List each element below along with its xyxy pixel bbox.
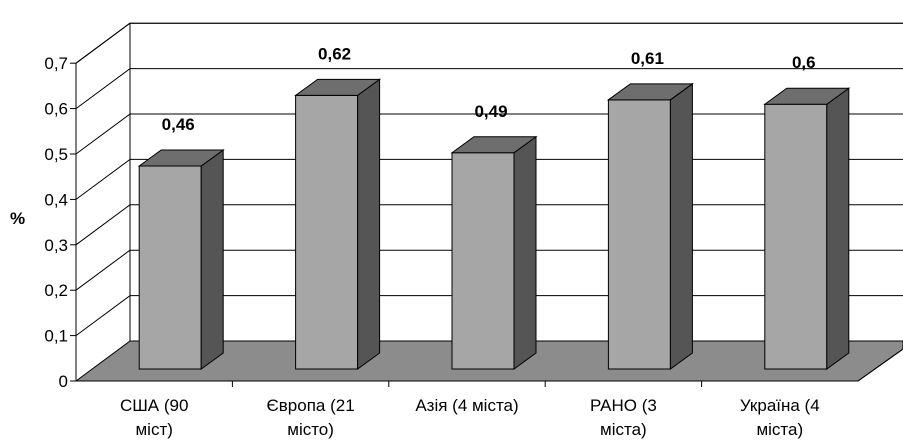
data-label: 0,46 — [162, 115, 195, 134]
x-tick-label: Азія (4 міста) — [415, 396, 518, 415]
y-tick-label: 0,2 — [44, 281, 68, 300]
gridline-side — [75, 68, 131, 110]
bar-front — [764, 103, 828, 370]
y-tick-label: 0,3 — [44, 236, 68, 255]
data-label: 0,61 — [631, 49, 664, 68]
bar-side — [200, 149, 224, 370]
x-tick-label: Україна (4 — [740, 396, 820, 415]
x-tick-label: Європа (21 — [267, 396, 355, 415]
bar-side — [357, 78, 381, 370]
y-tick-label: 0,6 — [44, 100, 68, 119]
labels: 0 0,1 0,2 0,3 0,4 0,5 0,6 0,7% 0,46 США (90 міст) 0… — [10, 44, 820, 439]
data-label: 0,62 — [318, 44, 351, 63]
x-tick-label: РАНО (3 — [590, 396, 657, 415]
y-axis-label: % — [10, 209, 25, 228]
bar-top — [450, 136, 538, 154]
x-tick-label: міст) — [135, 420, 172, 439]
bar-top — [763, 87, 851, 105]
bar-top — [606, 83, 694, 101]
bar — [137, 149, 225, 370]
bar-front — [451, 152, 515, 370]
bars — [137, 78, 851, 370]
y-tick-label: 0,7 — [44, 54, 68, 73]
y-tick-label: 0,4 — [44, 190, 68, 209]
bar — [763, 87, 851, 370]
bar-side — [669, 82, 693, 370]
y-tick-label: 0,1 — [44, 327, 68, 346]
bar — [606, 82, 694, 370]
bar-side — [826, 87, 850, 370]
gridline-side — [75, 295, 131, 337]
data-label: 0,6 — [792, 53, 816, 72]
gridline-side — [75, 204, 131, 246]
y-tick-label: 0,5 — [44, 145, 68, 164]
x-tick-label: міста) — [756, 420, 803, 439]
floor-right-edge — [857, 348, 903, 382]
gridline-side — [75, 249, 131, 291]
y-tick-label: 0 — [59, 372, 68, 391]
bar-top — [137, 149, 225, 167]
gridline-side — [75, 158, 131, 200]
bar-side — [513, 135, 537, 370]
bar-front — [607, 99, 671, 370]
bar — [294, 78, 382, 370]
gridline-side — [75, 22, 131, 64]
bar-front — [138, 165, 202, 370]
x-tick-label: міста) — [600, 420, 647, 439]
axes — [70, 62, 903, 387]
x-tick-label: США (90 — [120, 396, 189, 415]
bar-front — [295, 94, 359, 370]
data-label: 0,49 — [474, 102, 507, 121]
bar — [450, 135, 538, 370]
bar-top — [294, 78, 382, 96]
gridline-side — [75, 113, 131, 155]
x-tick-label: місто) — [287, 420, 334, 439]
